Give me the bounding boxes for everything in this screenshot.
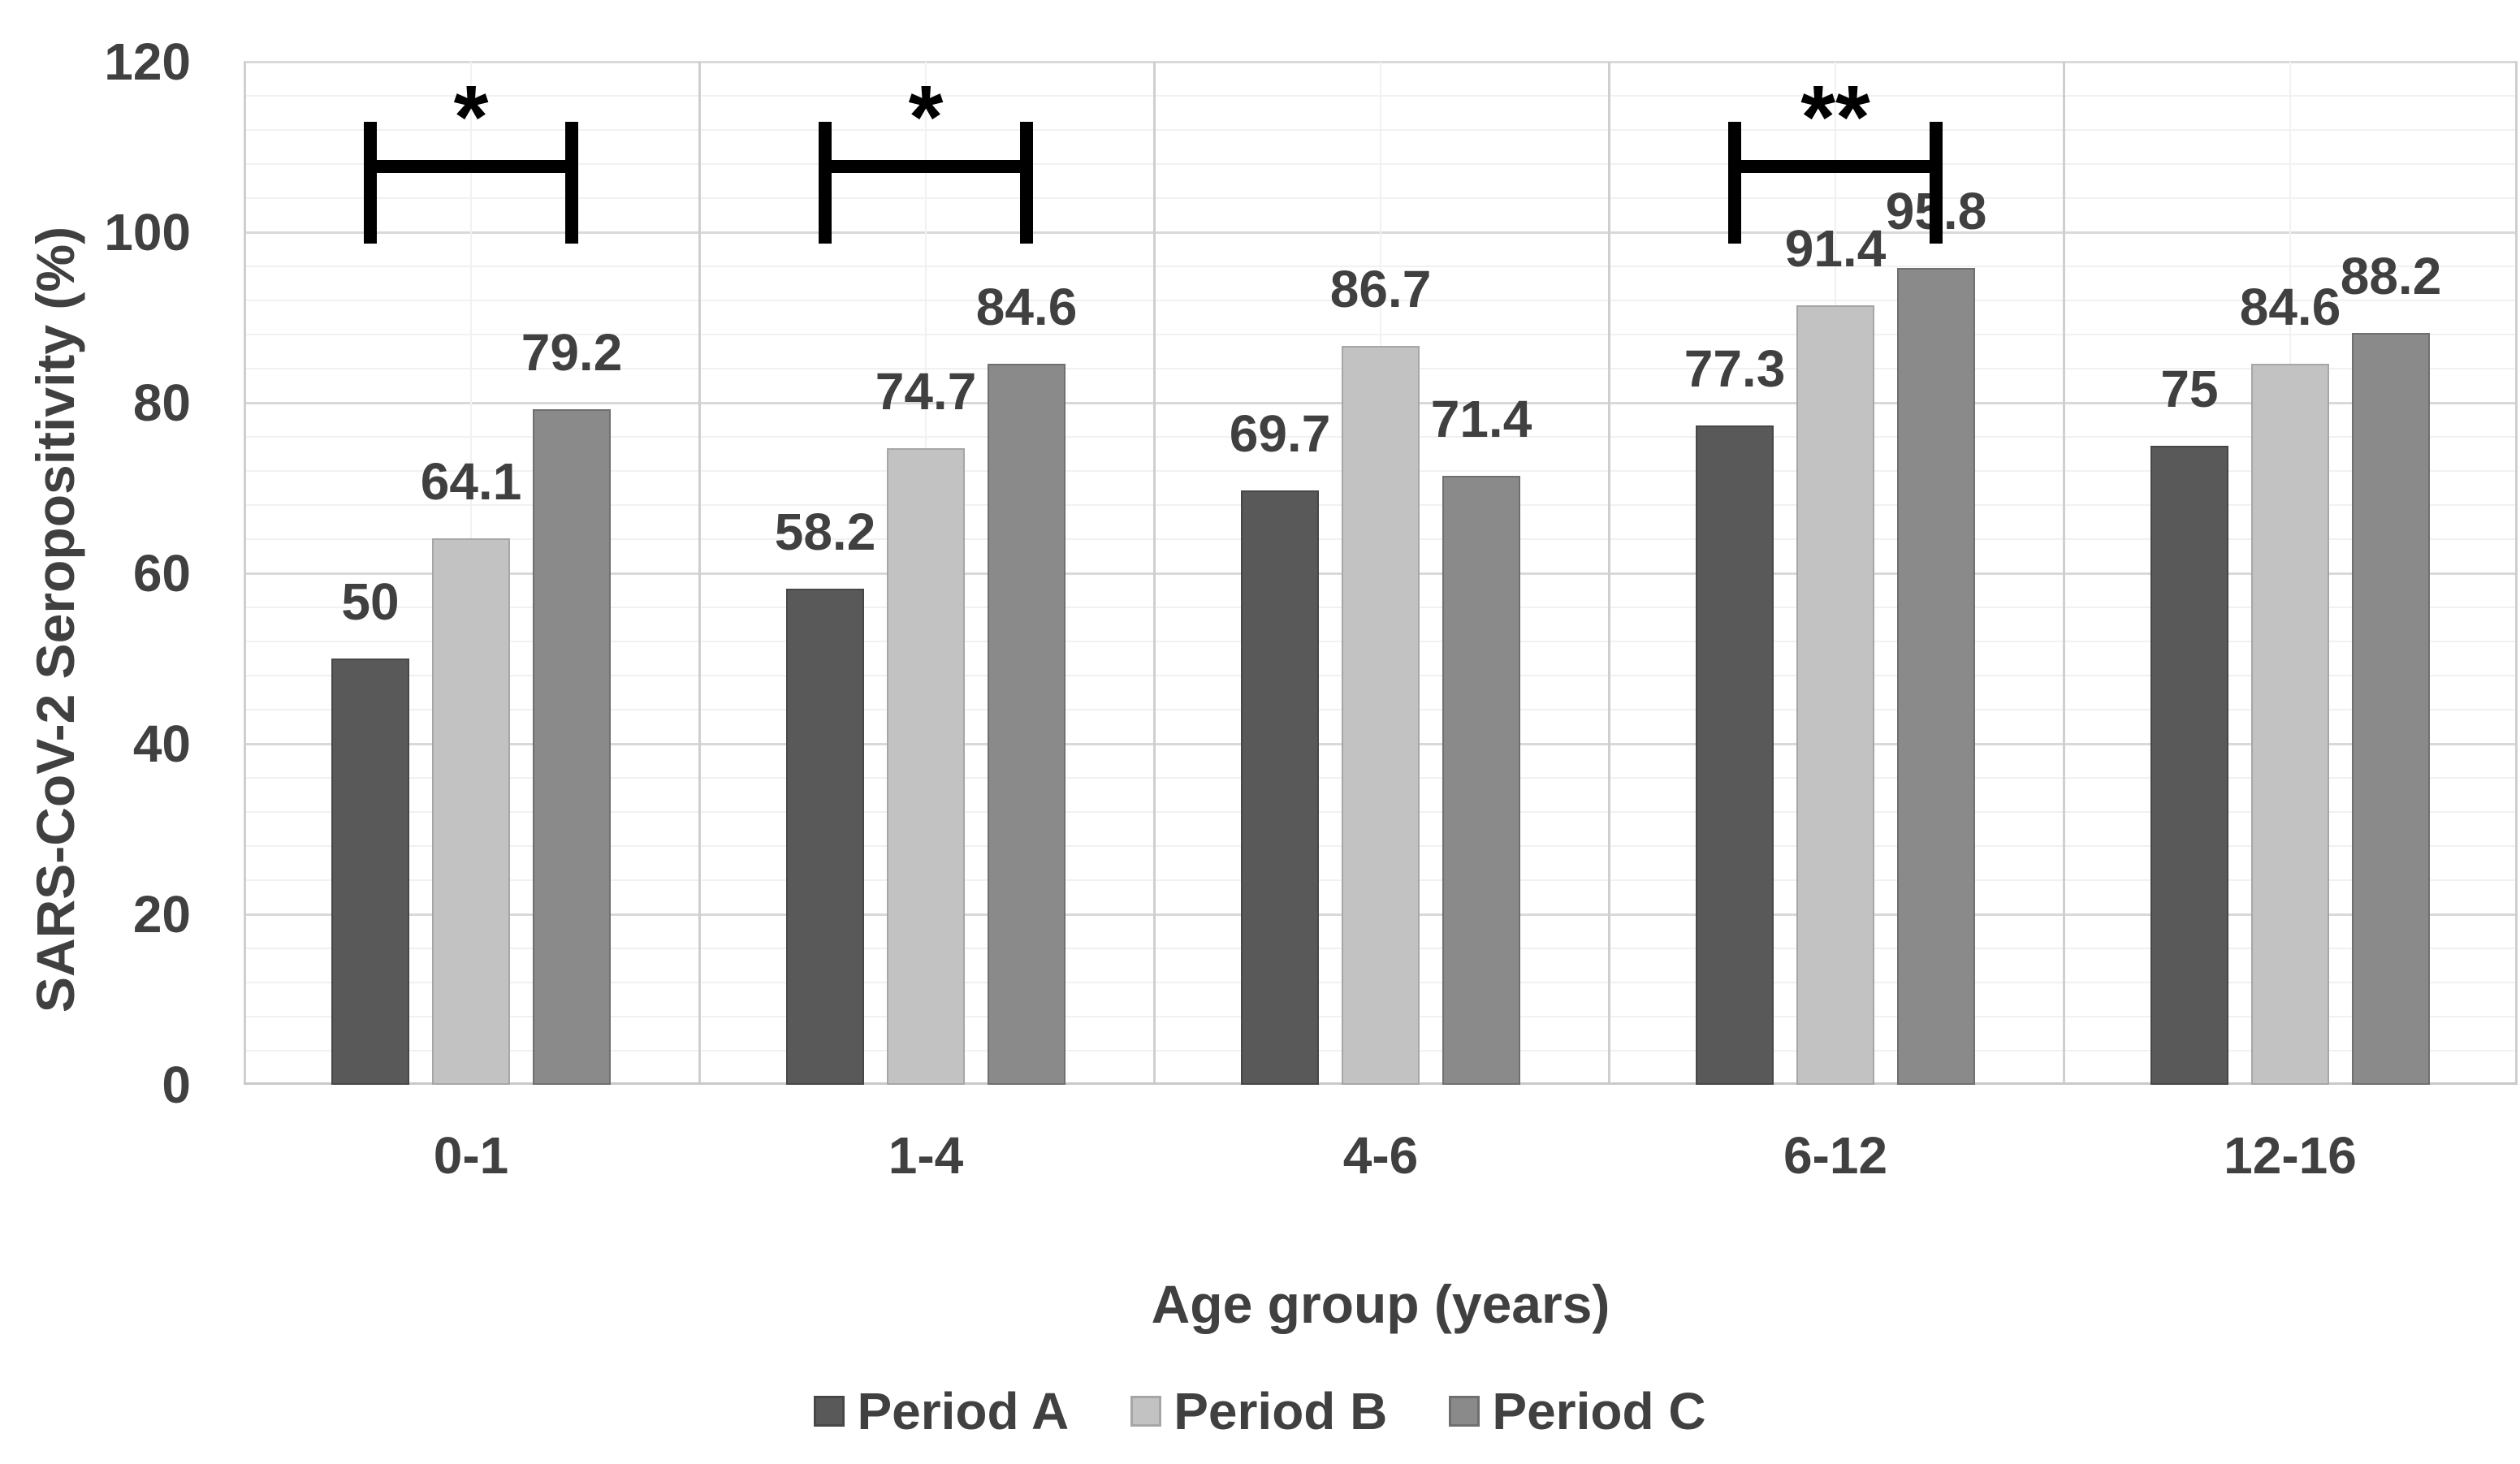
- bar-period-a-0-1: [331, 659, 409, 1085]
- x-axis-title: Age group (years): [1151, 1274, 1610, 1334]
- bar-period-b-6-12: [1796, 305, 1874, 1085]
- bar-period-b-12-16: [2251, 363, 2329, 1085]
- legend: Period A Period B Period C: [0, 1380, 2520, 1442]
- major-gridline: [244, 61, 2518, 63]
- bar-value-label: 50: [341, 572, 400, 631]
- bar-value-label: 79.2: [521, 323, 623, 382]
- legend-item-period-c: Period C: [1449, 1382, 1706, 1440]
- bar-period-b-4-6: [1342, 345, 1420, 1085]
- significance-stars: *: [908, 67, 944, 167]
- x-category-label: 6-12: [1783, 1126, 1888, 1185]
- bar-value-label: 77.3: [1684, 339, 1786, 399]
- bar-period-c-1-4: [988, 363, 1065, 1085]
- bar-period-c-12-16: [2352, 332, 2430, 1085]
- bar-value-label: 58.2: [774, 502, 876, 561]
- bar-value-label: 91.4: [1784, 219, 1887, 279]
- category-boundary-gridline: [1153, 62, 1156, 1085]
- minor-gridline: [244, 197, 2518, 199]
- minor-gridline: [244, 163, 2518, 165]
- legend-label: Period B: [1174, 1382, 1388, 1440]
- category-boundary-gridline: [2515, 62, 2518, 1085]
- significance-stars: *: [453, 67, 489, 167]
- bar-period-b-1-4: [887, 447, 965, 1085]
- y-tick-label: 60: [132, 544, 191, 602]
- bar-value-label: 69.7: [1229, 404, 1331, 464]
- legend-swatch-period-a: [814, 1396, 845, 1427]
- bar-period-a-4-6: [1241, 490, 1319, 1085]
- significance-stars: **: [1800, 67, 1870, 167]
- x-category-label: 1-4: [888, 1126, 964, 1185]
- bar-value-label: 86.7: [1329, 259, 1432, 318]
- bar-value-label: 71.4: [1430, 390, 1532, 449]
- bracket-cap-left: [819, 122, 832, 244]
- bracket-cap-right: [1930, 122, 1943, 244]
- bracket-cap-right: [1020, 122, 1033, 244]
- y-tick-label: 80: [132, 374, 191, 432]
- bar-value-label: 88.2: [2340, 246, 2442, 305]
- bar-value-label: 64.1: [420, 451, 522, 511]
- bar-period-b-0-1: [432, 538, 510, 1085]
- bar-period-c-6-12: [1897, 268, 1975, 1085]
- bar-value-label: 75: [2160, 359, 2219, 418]
- bar-period-c-0-1: [533, 409, 611, 1085]
- legend-item-period-b: Period B: [1130, 1385, 1387, 1437]
- bracket-line: [825, 160, 1027, 173]
- bar-period-a-1-4: [786, 588, 864, 1085]
- legend-label: Period A: [857, 1382, 1070, 1440]
- y-tick-label: 100: [104, 203, 191, 261]
- plot-area: 50 64.1 79.2 58.2 74.7 84.6 69.7 86.7 71.4 77.3 91…: [244, 61, 2518, 1085]
- bracket-line: [1735, 160, 1936, 173]
- y-tick-label: 20: [132, 885, 191, 944]
- x-category-label: 12-16: [2224, 1126, 2357, 1185]
- category-boundary-gridline: [1608, 62, 1610, 1085]
- bracket-cap-right: [565, 122, 578, 244]
- bracket-cap-left: [364, 122, 377, 244]
- bar-period-c-4-6: [1442, 476, 1520, 1085]
- x-category-label: 4-6: [1342, 1126, 1419, 1185]
- bar-period-a-6-12: [1696, 425, 1774, 1085]
- bracket-cap-left: [1728, 122, 1741, 244]
- legend-swatch-period-c: [1449, 1396, 1480, 1427]
- category-boundary-gridline: [698, 62, 701, 1085]
- category-boundary-gridline: [244, 62, 246, 1085]
- x-category-label: 0-1: [433, 1126, 509, 1185]
- bar-value-label: 74.7: [875, 361, 977, 421]
- y-tick-label: 0: [162, 1056, 191, 1114]
- bar-value-label: 84.6: [975, 277, 1078, 336]
- bracket-line: [370, 160, 572, 173]
- legend-label: Period C: [1492, 1382, 1706, 1440]
- major-gridline: [244, 231, 2518, 234]
- bar-period-a-12-16: [2150, 445, 2228, 1085]
- y-tick-label: 40: [132, 715, 191, 773]
- legend-item-period-a: Period A: [814, 1385, 1069, 1437]
- y-tick-label: 120: [104, 32, 191, 91]
- legend-swatch-period-b: [1130, 1396, 1162, 1427]
- category-boundary-gridline: [2063, 62, 2065, 1085]
- bar-value-label: 84.6: [2239, 277, 2341, 336]
